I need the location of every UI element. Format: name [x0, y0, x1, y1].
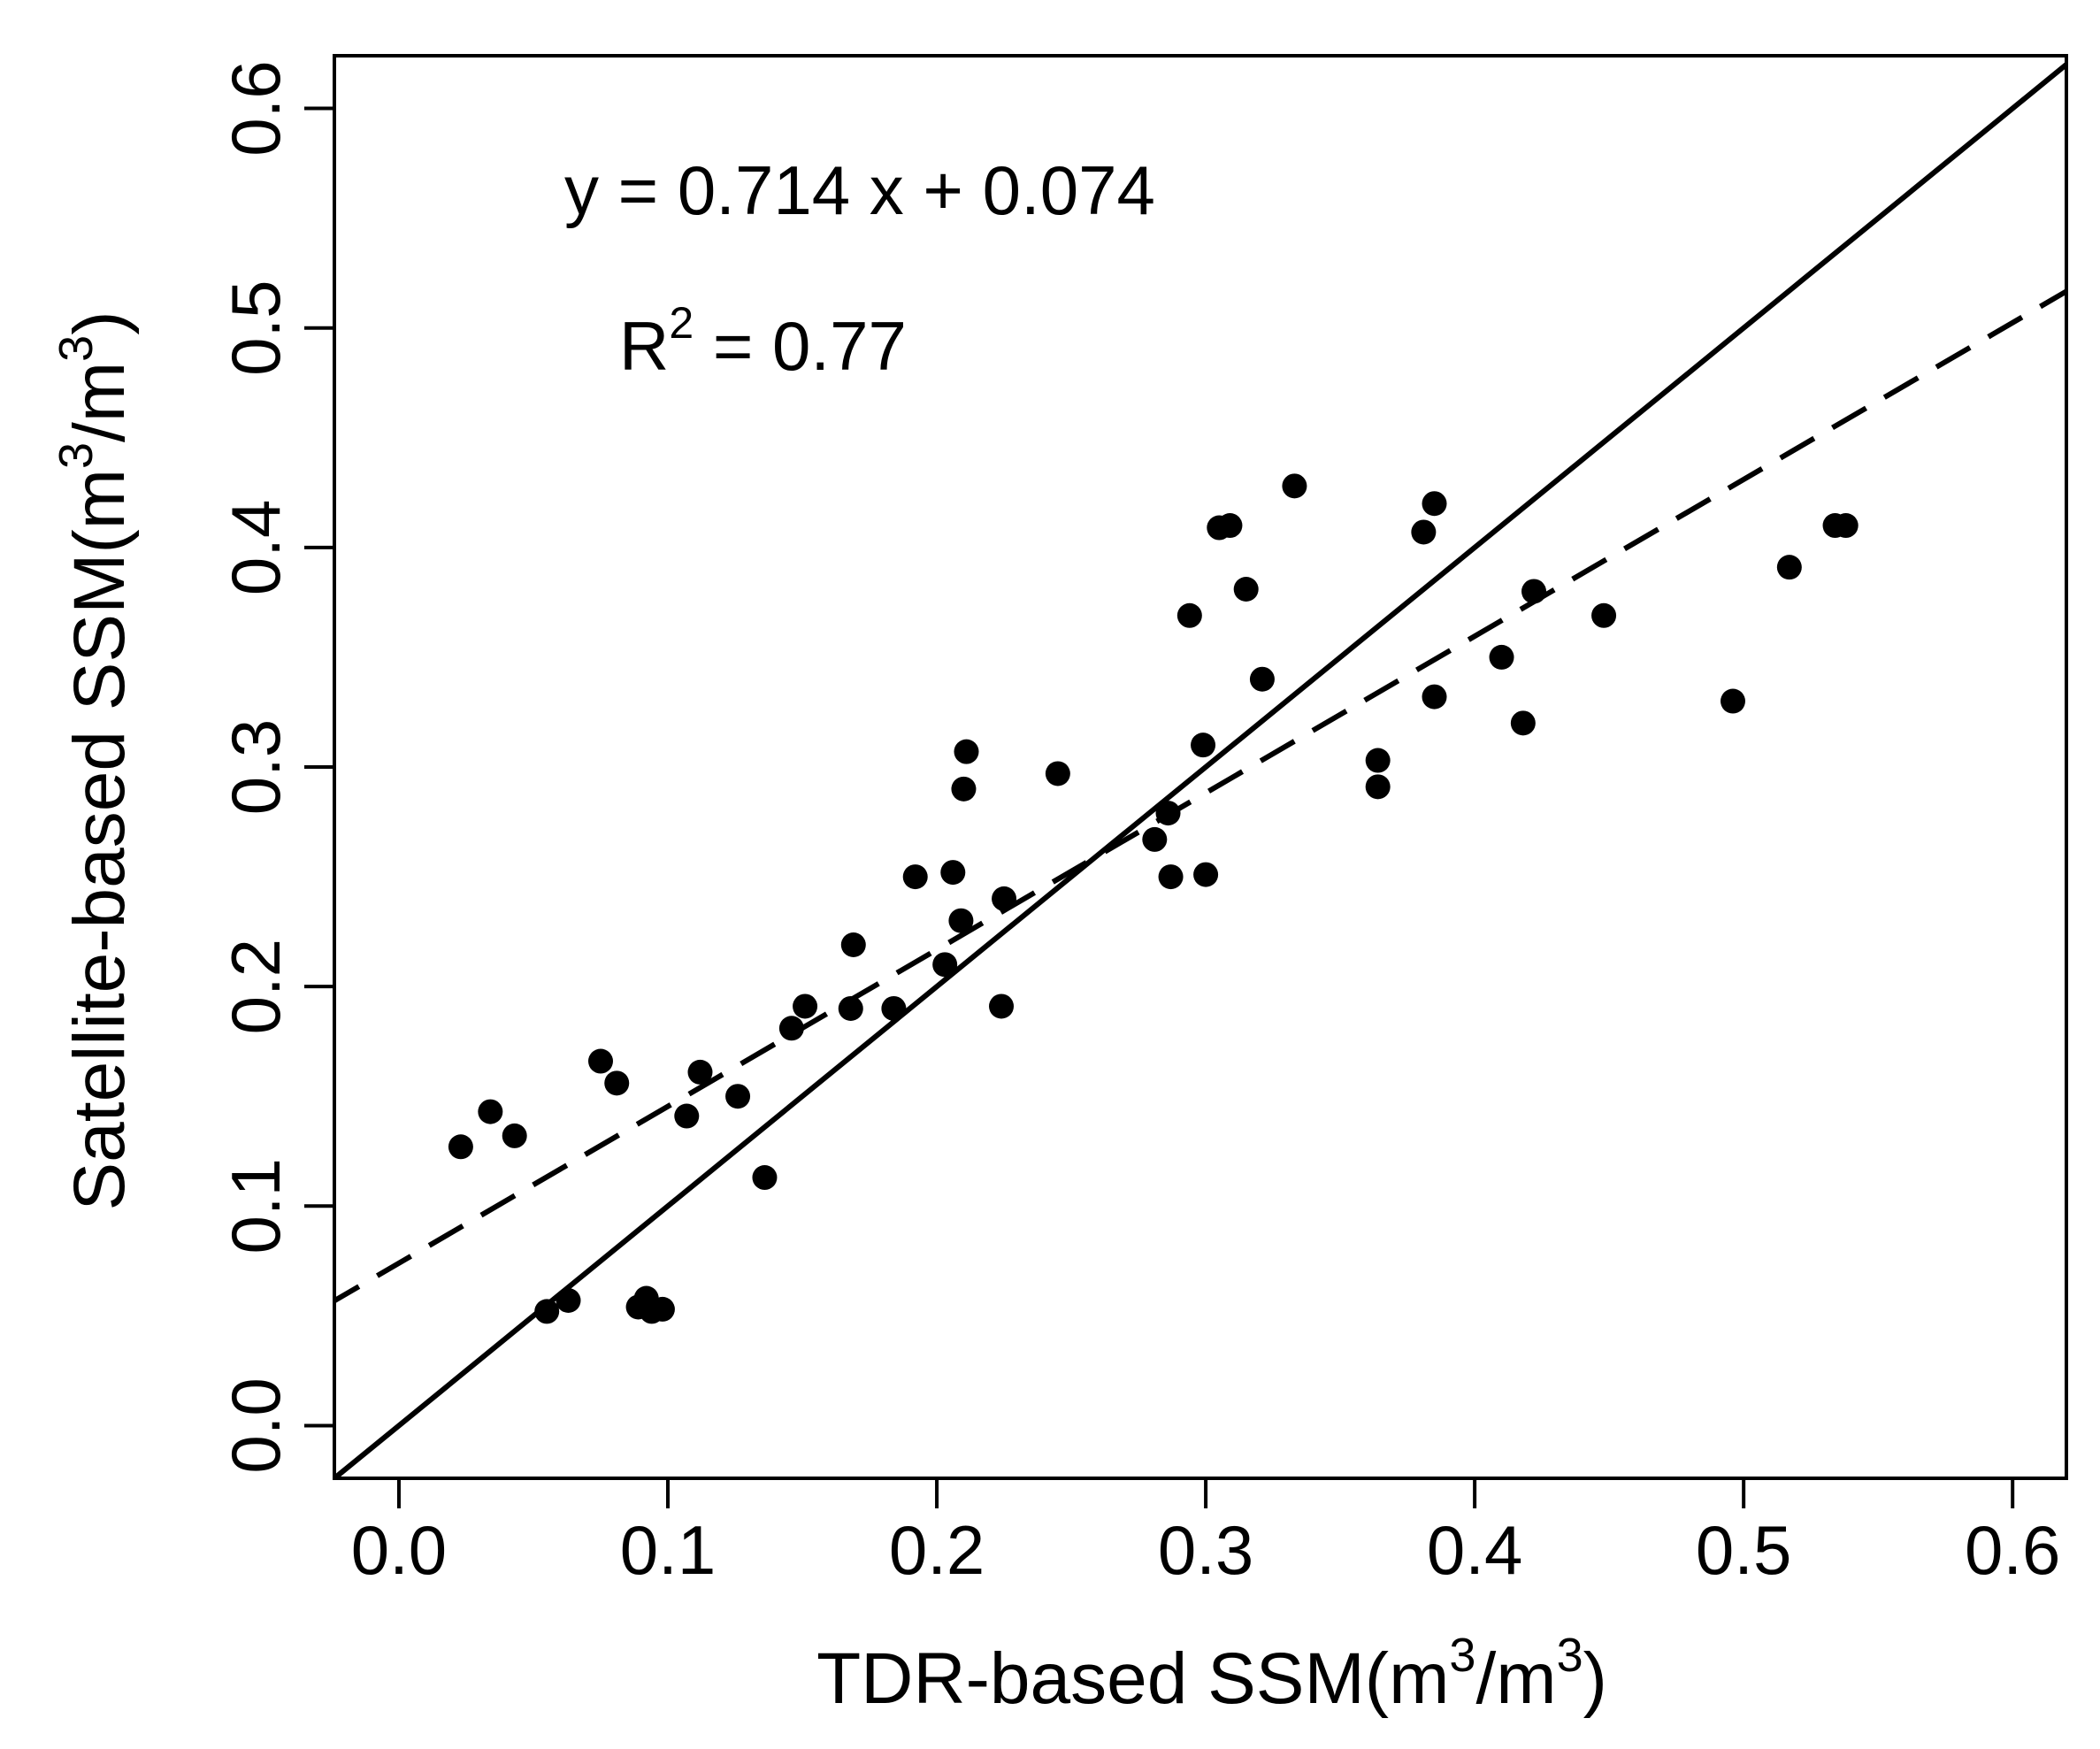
y-tick-label: 0.0	[217, 1377, 295, 1473]
data-point-14	[725, 1084, 751, 1109]
one-to-one-line	[334, 61, 2066, 1478]
data-point-23	[940, 860, 966, 886]
data-point-26	[954, 739, 979, 764]
x-tick-label: 0.3	[1158, 1511, 1253, 1589]
data-point-6	[587, 1048, 613, 1074]
data-point-32	[1158, 864, 1184, 890]
data-point-28	[992, 886, 1017, 911]
x-tick-label: 0.4	[1427, 1511, 1522, 1589]
y-tick-label: 0.2	[217, 939, 295, 1034]
data-point-49	[1591, 602, 1617, 628]
data-point-33	[1176, 602, 1202, 628]
data-point-20	[881, 995, 907, 1021]
data-point-15	[752, 1165, 778, 1191]
r-squared-label: R2 = 0.77	[619, 298, 907, 385]
x-tick-label: 0.2	[889, 1511, 985, 1589]
data-point-44	[1422, 491, 1447, 517]
data-point-30	[1142, 826, 1168, 852]
data-point-25	[951, 776, 977, 802]
data-point-4	[534, 1299, 560, 1324]
data-point-42	[1365, 774, 1391, 800]
r-squared-prefix: R	[619, 307, 669, 385]
data-point-48	[1521, 579, 1547, 604]
r-squared-value: = 0.77	[694, 307, 907, 385]
r-squared-superscript: 2	[669, 298, 694, 348]
data-point-51	[1776, 555, 1802, 580]
data-point-12	[674, 1103, 700, 1129]
y-tick-label: 0.4	[217, 500, 295, 595]
data-point-46	[1489, 644, 1514, 670]
y-tick-label: 0.1	[217, 1158, 295, 1254]
data-point-13	[687, 1059, 713, 1085]
data-point-5	[556, 1288, 581, 1313]
data-point-35	[1193, 862, 1219, 887]
x-axis: 0.0 0.1 0.2 0.3 0.4 0.5 0.6	[351, 1478, 2060, 1589]
data-point-43	[1411, 519, 1437, 545]
x-tick-label: 0.5	[1696, 1511, 1791, 1589]
y-axis: 0.0 0.1 0.2 0.3 0.4 0.5 0.6	[217, 60, 334, 1474]
y-tick-label: 0.5	[217, 280, 295, 375]
data-point-31	[1155, 801, 1181, 826]
data-point-45	[1422, 684, 1447, 710]
data-point-1	[448, 1134, 473, 1160]
data-point-3	[502, 1123, 527, 1148]
y-tick-label: 0.6	[217, 60, 295, 156]
data-point-11	[649, 1296, 675, 1322]
data-point-18	[838, 995, 863, 1021]
data-point-17	[793, 993, 818, 1019]
data-point-47	[1510, 710, 1536, 736]
y-axis-title: Satellite-based SSM(m3/m3)	[50, 311, 140, 1210]
x-axis-title: TDR-based SSM(m3/m3)	[816, 1629, 1607, 1719]
regression-equation: y = 0.714 x + 0.074	[564, 151, 1155, 229]
x-tick-label: 0.0	[351, 1511, 447, 1589]
data-point-22	[932, 952, 958, 978]
data-point-41	[1365, 748, 1391, 773]
data-point-40	[1282, 473, 1307, 499]
data-point-27	[989, 993, 1015, 1019]
data-points	[448, 473, 1859, 1324]
data-point-16	[778, 1016, 804, 1041]
data-point-19	[840, 932, 866, 957]
data-point-38	[1233, 577, 1259, 602]
data-point-7	[604, 1070, 630, 1096]
x-tick-label: 0.6	[1965, 1511, 2060, 1589]
data-point-2	[478, 1099, 503, 1124]
regression-line	[334, 288, 2066, 1304]
data-point-34	[1191, 733, 1216, 758]
y-tick-label: 0.3	[217, 719, 295, 815]
data-point-39	[1249, 666, 1275, 692]
data-point-50	[1720, 688, 1745, 714]
x-tick-label: 0.1	[620, 1511, 716, 1589]
data-point-37	[1217, 513, 1243, 539]
data-point-53	[1833, 513, 1859, 539]
data-point-21	[902, 864, 928, 890]
data-point-29	[1045, 761, 1070, 786]
data-point-24	[948, 908, 974, 933]
